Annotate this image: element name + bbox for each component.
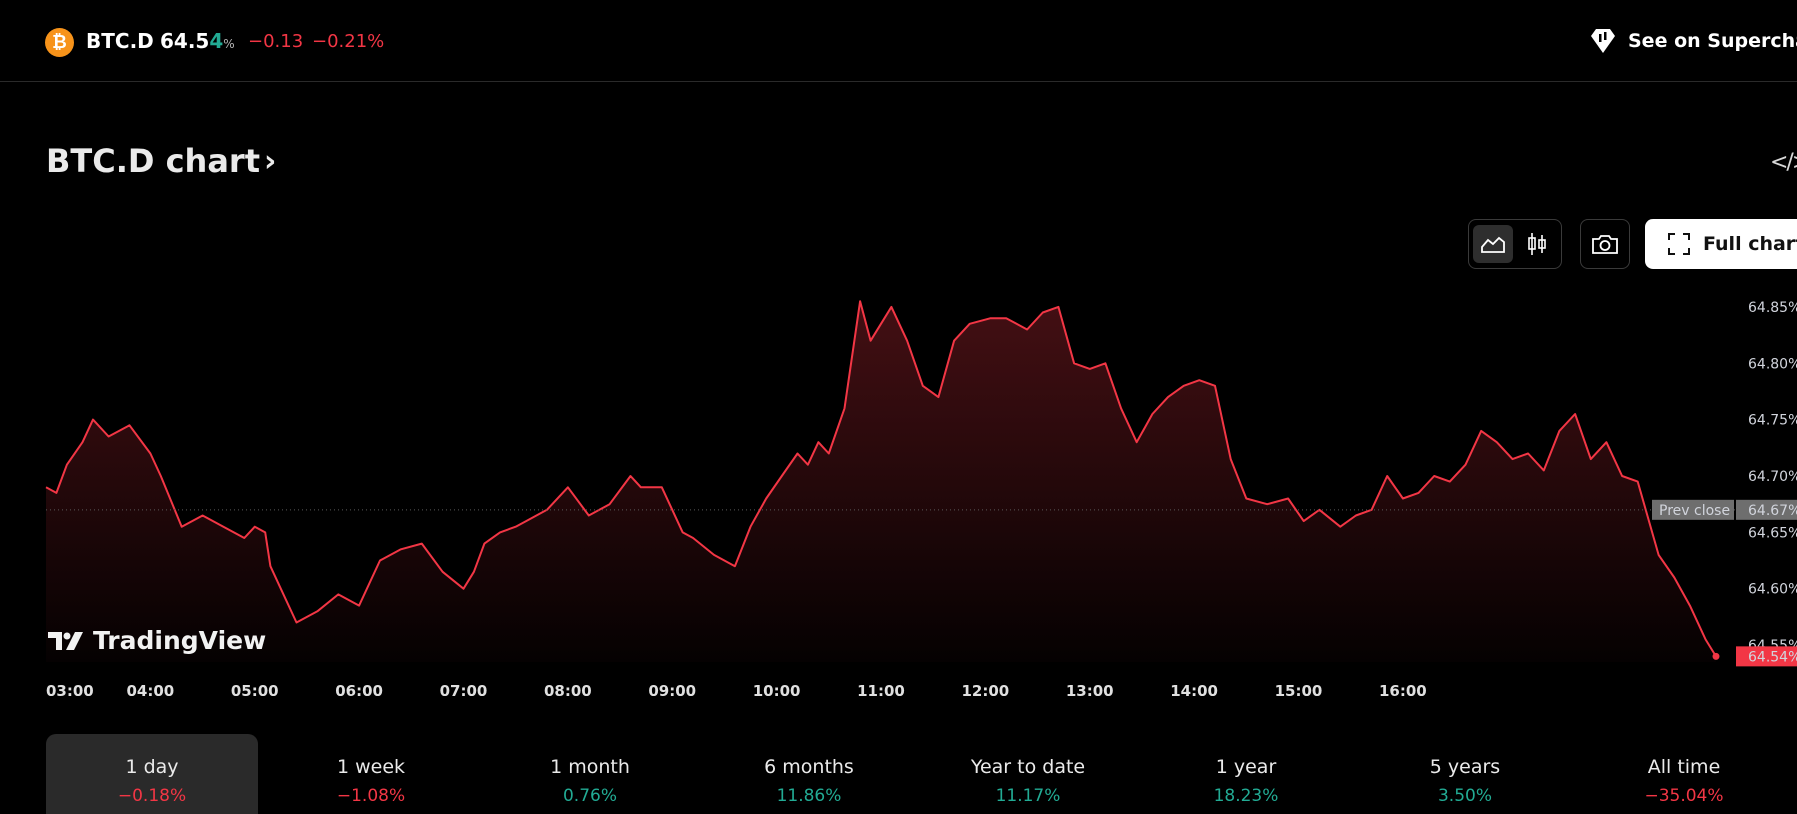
timeframe-tabs: 1 day −0.18% 1 week −1.08% 1 month 0.76% 6 mon…	[46, 734, 1797, 814]
last-value-tag	[1736, 646, 1797, 667]
chart-title-text: BTC.D chart	[46, 142, 260, 180]
price-unit: %	[223, 37, 235, 51]
fullscreen-icon	[1668, 233, 1690, 255]
y-axis-tick-label: 64.70%	[1748, 469, 1797, 485]
x-axis-tick-label: 14:00	[1170, 682, 1218, 700]
timeframe-label: 1 month	[550, 756, 630, 778]
x-axis-tick-label: 10:00	[753, 682, 801, 700]
bitcoin-icon: ₿	[45, 28, 74, 57]
timeframe-label: 6 months	[764, 756, 854, 778]
last-value-label: 64.54%	[1748, 649, 1797, 665]
last-price-dot	[1712, 652, 1720, 660]
chart-title[interactable]: BTC.D chart ›	[46, 142, 276, 180]
area-chart-button[interactable]	[1473, 225, 1513, 263]
timeframe-label: 1 week	[336, 756, 406, 778]
full-chart-label: Full chart	[1703, 233, 1797, 255]
x-axis-tick-label: 08:00	[544, 682, 592, 700]
x-axis-tick-label: 04:00	[127, 682, 175, 700]
top-bar: ₿ BTC.D 64.54% −0.13 −0.21% See on Super…	[0, 0, 1797, 82]
timeframe-label: 1 day	[125, 756, 179, 778]
supercharts-gem-icon	[1591, 29, 1615, 53]
timeframe-label: 5 years	[1429, 756, 1501, 778]
tradingview-logo-text: TradingView	[93, 626, 267, 655]
timeframe-tab[interactable]: 5 years 3.50%	[1359, 734, 1571, 814]
x-axis-tick-label: 15:00	[1275, 682, 1323, 700]
x-axis-tick-label: 06:00	[335, 682, 383, 700]
chart-style-toggle	[1468, 219, 1562, 269]
x-axis-tick-label: 07:00	[440, 682, 488, 700]
timeframe-tab[interactable]: 1 month 0.76%	[484, 734, 696, 814]
price-change: −0.13	[248, 31, 304, 52]
prev-close-value-label: 64.67%	[1748, 503, 1797, 519]
timeframe-change: −1.08%	[336, 786, 406, 806]
y-axis-tick-label: 64.85%	[1748, 300, 1797, 316]
timeframe-tab[interactable]: 1 day −0.18%	[46, 734, 258, 814]
see-on-supercharts-link[interactable]: See on Supercharts	[1588, 27, 1797, 55]
candlestick-chart-button[interactable]	[1517, 225, 1557, 263]
timeframe-tab[interactable]: 6 months 11.86%	[703, 734, 915, 814]
chevron-right-icon: ›	[263, 143, 277, 179]
y-axis-tick-label: 64.75%	[1748, 413, 1797, 429]
x-axis-tick-label: 05:00	[231, 682, 279, 700]
prev-close-label: Prev close	[1659, 503, 1730, 519]
x-axis-tick-label: 16:00	[1379, 682, 1427, 700]
timeframe-change: −0.18%	[117, 786, 187, 806]
embed-code-icon[interactable]: </>	[1770, 150, 1797, 175]
prev-close-tag	[1652, 499, 1734, 520]
area-chart-icon	[1481, 236, 1505, 253]
camera-icon	[1592, 235, 1618, 254]
timeframe-label: All time	[1647, 756, 1721, 778]
timeframe-tab[interactable]: Year to date 11.17%	[922, 734, 1134, 814]
price-area-fill	[46, 301, 1716, 662]
tradingview-logo: TradingView	[47, 626, 266, 655]
x-axis-tick-label: 09:00	[648, 682, 696, 700]
timeframe-change: 3.50%	[1437, 786, 1492, 806]
timeframe-tab[interactable]: 1 year 18.23%	[1140, 734, 1352, 814]
candlestick-icon	[1528, 233, 1546, 255]
supercharts-label: See on Supercharts	[1628, 30, 1797, 52]
price-value: 64.54%	[160, 29, 235, 53]
timeframe-change: 11.86%	[776, 786, 842, 806]
tradingview-logo-icon	[48, 631, 83, 650]
timeframe-change: 11.17%	[995, 786, 1061, 806]
timeframe-label: 1 year	[1215, 756, 1277, 778]
symbol-label[interactable]: BTC.D	[86, 29, 154, 53]
x-axis-tick-label: 13:00	[1066, 682, 1114, 700]
x-axis-tick-label: 12:00	[962, 682, 1010, 700]
snapshot-button[interactable]	[1580, 219, 1630, 269]
x-axis-tick-label: 11:00	[857, 682, 905, 700]
price-line	[45, 300, 1717, 657]
timeframe-change: 18.23%	[1213, 786, 1279, 806]
y-axis-tick-label: 64.80%	[1748, 356, 1797, 372]
timeframe-tab[interactable]: 1 week −1.08%	[265, 734, 477, 814]
timeframe-change: 0.76%	[562, 786, 617, 806]
timeframe-label: Year to date	[970, 756, 1086, 778]
y-axis-tick-label: 64.65%	[1748, 525, 1797, 541]
timeframe-change: −35.04%	[1644, 786, 1724, 806]
prev-close-value-tag	[1736, 499, 1797, 520]
price-last-digit: 4	[209, 29, 224, 53]
y-axis-tick-label: 64.60%	[1748, 582, 1797, 598]
price-chart[interactable]: 64.85% 64.80% 64.75% 64.70% 64.65% 64.60% 64.5…	[0, 290, 1797, 700]
full-chart-button[interactable]: Full chart	[1645, 219, 1797, 269]
price-main: 64.5	[160, 29, 210, 53]
x-axis-tick-label: 03:00	[46, 682, 94, 700]
price-change-percent: −0.21%	[312, 31, 385, 52]
timeframe-tab[interactable]: All time −35.04%	[1578, 734, 1790, 814]
